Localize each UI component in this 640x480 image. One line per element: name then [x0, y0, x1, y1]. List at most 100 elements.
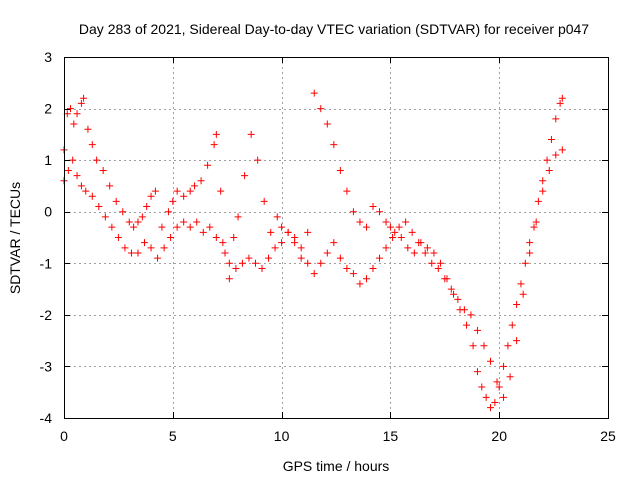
data-point [310, 89, 318, 97]
data-point [428, 259, 436, 267]
data-point [80, 94, 88, 102]
data-point [532, 218, 540, 226]
data-point [486, 357, 494, 365]
data-point [421, 249, 429, 257]
data-point [447, 285, 455, 293]
x-tick-label: 15 [383, 428, 399, 444]
data-point [77, 99, 85, 107]
data-point [238, 259, 246, 267]
data-point [391, 228, 399, 236]
data-point [469, 342, 477, 350]
data-point [362, 223, 370, 231]
data-point [212, 130, 220, 138]
data-point [245, 254, 253, 262]
data-point [382, 244, 390, 252]
data-point [291, 234, 299, 241]
data-point [517, 280, 525, 288]
data-point [234, 213, 242, 221]
data-point [504, 342, 512, 350]
data-point [500, 362, 508, 370]
data-point [212, 234, 220, 241]
axis-ticks [64, 57, 609, 419]
y-tick-label: 0 [44, 204, 52, 220]
data-point [323, 120, 331, 128]
data-point [138, 213, 146, 221]
data-point [556, 99, 564, 107]
data-point [467, 311, 475, 319]
y-tick-label: -2 [40, 307, 53, 323]
data-point [397, 234, 405, 241]
data-point [180, 192, 188, 200]
data-point [210, 141, 218, 149]
data-point [88, 141, 96, 149]
data-point [369, 203, 377, 211]
x-axis-label: GPS time / hours [283, 458, 390, 474]
data-point [251, 259, 259, 267]
data-point [73, 110, 81, 118]
data-point [158, 223, 166, 231]
y-tick-label: 3 [44, 49, 52, 65]
data-point [362, 275, 370, 283]
data-point [513, 337, 521, 345]
data-point [539, 177, 547, 185]
data-point [434, 264, 442, 272]
data-point [369, 264, 377, 272]
y-tick-label: -4 [40, 410, 53, 426]
data-point [169, 197, 177, 205]
x-tick-label: 5 [169, 428, 177, 444]
data-point [530, 223, 538, 231]
data-point [310, 270, 318, 278]
data-point [404, 244, 412, 252]
y-tick-labels: -4 -3 -2 -1 0 1 2 3 [40, 49, 53, 426]
data-point [278, 223, 286, 231]
data-point [336, 254, 344, 262]
data-point [526, 249, 534, 257]
data-point [463, 321, 471, 329]
data-point [197, 177, 205, 185]
data-point [147, 244, 155, 252]
chart-title: Day 283 of 2021, Sidereal Day-to-day VTE… [79, 21, 589, 37]
data-point [119, 208, 127, 216]
data-point [258, 264, 266, 272]
data-point [543, 156, 551, 164]
data-point [167, 234, 175, 241]
data-point [415, 239, 423, 247]
data-point [408, 228, 416, 236]
data-point [77, 182, 85, 190]
data-point [225, 275, 233, 283]
data-point [114, 234, 122, 241]
data-point [558, 146, 566, 154]
data-point [186, 223, 194, 231]
data-point [95, 203, 103, 211]
data-point [69, 156, 77, 164]
data-point [323, 249, 331, 257]
data-point [356, 218, 364, 226]
data-point [186, 187, 194, 195]
grid-lines [64, 57, 608, 418]
data-point [336, 166, 344, 174]
data-point [545, 166, 553, 174]
y-tick-label: 2 [44, 101, 52, 117]
data-point [221, 249, 229, 257]
data-point [495, 383, 503, 391]
data-point [134, 249, 142, 257]
data-point [534, 197, 542, 205]
data-point [206, 223, 214, 231]
data-point [389, 234, 397, 241]
data-point [330, 141, 338, 149]
y-tick-label: 1 [44, 152, 52, 168]
data-point [254, 156, 262, 164]
data-point [173, 223, 181, 231]
data-point [304, 228, 312, 236]
data-point [64, 166, 72, 174]
data-point [217, 187, 225, 195]
data-point [199, 228, 207, 236]
data-point [410, 249, 418, 257]
data-point [356, 280, 364, 288]
data-point [519, 290, 527, 298]
data-point [284, 228, 292, 236]
data-point [513, 301, 521, 309]
data-point [141, 239, 149, 247]
